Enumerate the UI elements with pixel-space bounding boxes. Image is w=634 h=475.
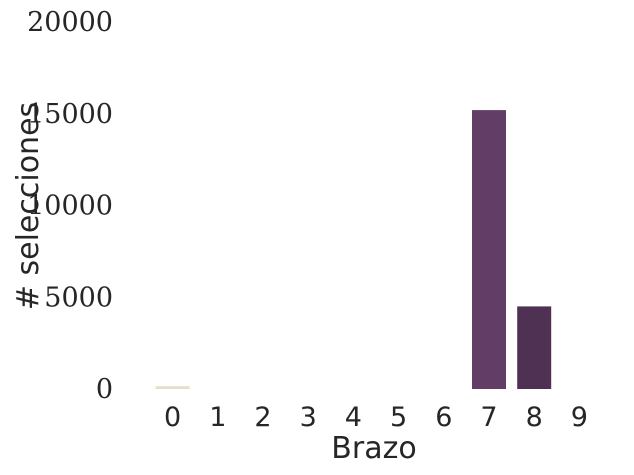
x-tick-7: 7 [480, 402, 497, 433]
y-tick-20000: 20000 [27, 7, 113, 38]
bar-8 [517, 306, 552, 389]
x-tick-6: 6 [435, 402, 452, 433]
bars-group [155, 110, 552, 389]
y-axis-label: # selecciones [11, 102, 46, 310]
x-tick-0: 0 [164, 402, 181, 433]
x-tick-9: 9 [571, 402, 588, 433]
x-tick-5: 5 [390, 402, 407, 433]
x-tick-2: 2 [254, 402, 271, 433]
x-axis-label: Brazo [331, 431, 416, 466]
x-tick-1: 1 [209, 402, 226, 433]
y-tick-15000: 15000 [27, 99, 113, 130]
x-tick-4: 4 [345, 402, 362, 433]
y-tick-0: 0 [96, 374, 113, 405]
bar-7 [472, 110, 506, 389]
bar-0 [155, 386, 190, 389]
x-tick-8: 8 [526, 402, 543, 433]
y-tick-labels: 0 5000 10000 15000 20000 [27, 7, 113, 405]
x-tick-3: 3 [300, 402, 317, 433]
y-tick-10000: 10000 [27, 191, 113, 222]
y-tick-5000: 5000 [44, 282, 113, 313]
